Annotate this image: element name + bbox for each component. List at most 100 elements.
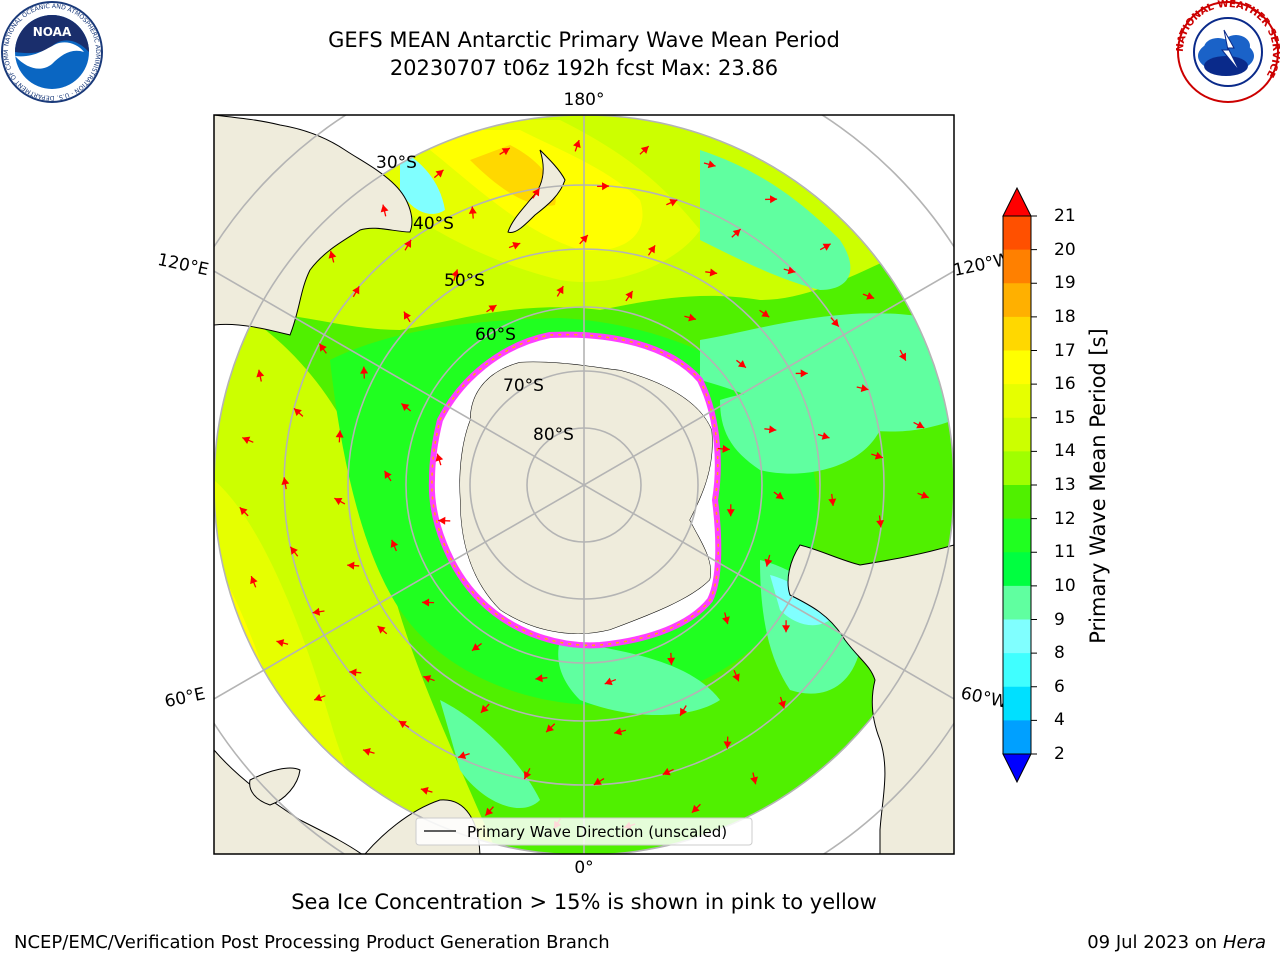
colorbar-segment [1003,249,1031,284]
colorbar-segment [1003,384,1031,419]
wave-arrow-head [435,169,444,178]
wave-arrow-head [501,148,510,156]
wave-arrow-head [524,770,532,780]
wave-arrow-head [604,677,613,686]
lon-label-0: 0° [574,858,593,878]
wave-arrow-head [328,250,337,259]
colorbar-tick-label: 17 [1054,340,1076,361]
lat-label-60s: 60°S [475,325,516,345]
lat-label-40s: 40°S [413,214,454,234]
wave-arrow-head [614,727,623,736]
sea-ice-caption: Sea Ice Concentration > 15% is shown in … [0,890,1280,914]
colorbar-segment [1003,686,1031,721]
wave-arrow-head [782,625,791,633]
wave-arrow-head [319,343,327,352]
antarctica-land [459,361,714,635]
colorbar-tick-label: 10 [1054,575,1076,596]
map-subtitle: 20230707 t06z 192h fcst Max: 23.86 [389,56,779,80]
wave-arrow-head [239,507,248,516]
wave-arrow-head [601,182,610,191]
footer-date-text: 09 Jul 2023 on [1087,932,1223,953]
map-legend: Primary Wave Direction (unscaled) [415,817,753,846]
wave-arrow-head [312,607,321,616]
wave-arrow-head [688,313,697,322]
new-zealand-land [507,149,566,234]
wave-arrow-head [732,673,740,682]
colorbar-segment [1003,451,1031,486]
wave-arrow-head [580,235,588,243]
colorbar-segment [1003,485,1031,520]
map-frame [213,114,955,855]
colorbar-tick-label: 20 [1054,239,1076,260]
wave-arrow-head [451,269,460,278]
colorbar-tick-label: 12 [1054,508,1076,529]
footer-credit: NCEP/EMC/Verification Post Processing Pr… [14,932,610,953]
noaa-logo-text: NOAA [33,25,72,39]
wave-arrow-head [398,720,407,729]
wave-arrow-head [775,491,784,500]
colorbar-segment [1003,720,1031,755]
wave-arrow-head [866,292,875,300]
wave-arrow-head [821,432,830,440]
nws-logo: NATIONAL WEATHER SERVICE [1176,0,1280,103]
madagascar-land [249,767,301,806]
wave-arrow-head [293,408,302,417]
wave-arrow-head [761,309,770,318]
wave-arrow-head [822,243,831,251]
wave-arrow-head [377,626,386,634]
wave-arrow-head [722,444,730,453]
wave-arrow-head [535,674,543,683]
footer-host: Hera [1222,932,1266,953]
colorbar-tick-label: 4 [1054,710,1065,731]
colorbar-segment [1003,417,1031,452]
wave-arrow-head [480,704,489,713]
wave-arrow-head [390,539,399,548]
colorbar-segment [1003,216,1031,251]
lon-label-60w: 60°W [959,683,1009,712]
colorbar-tick-label: 21 [1054,206,1076,226]
wave-arrow-head [920,491,929,499]
wave-arrow-head [422,598,430,607]
lon-label-60e: 60°E [163,684,207,712]
wave-arrow-head [335,430,344,438]
wave-arrow-head [647,245,656,254]
sea-ice-shelf [431,334,719,646]
graticule [214,115,954,854]
colorbar [1002,186,1037,784]
lat-label-30s: 30°S [376,153,417,173]
wave-arrow-head [458,751,467,759]
colorbar-segment [1003,350,1031,385]
colorbar-tick-label: 16 [1054,374,1076,395]
wave-arrow-head [800,369,808,378]
wave-arrow-head [360,366,369,374]
wave-arrow-head [874,451,883,460]
wave-arrow-head [691,804,700,813]
wave-arrow-head [764,558,773,567]
wave-arrow-head [242,436,251,445]
wave-arrow-head [722,616,730,625]
colorbar-segment [1003,585,1031,620]
wave-arrow-head [384,470,392,479]
wave-arrow-head [750,776,758,785]
colorbar-segment [1003,552,1031,587]
wave-arrow-head [250,576,258,585]
colorbar-tick-label: 15 [1054,407,1076,428]
wave-arrow-head [860,384,869,392]
wave-arrow-head [680,707,688,716]
wave-arrow-head [768,425,777,434]
colorbar-tick-label: 9 [1054,609,1065,630]
wave-arrow-head [485,807,494,816]
wave-arrow-head [898,352,907,361]
colorbar-label-text: Primary Wave Mean Period [s] [1086,328,1110,644]
wave-arrow-head [488,305,497,313]
wave-arrow-head [401,403,410,411]
wave-arrow-head [435,453,444,462]
wave-arrow-head [532,188,540,197]
colorbar-over-arrow [1002,186,1032,217]
legend-label: Primary Wave Direction (unscaled) [467,823,727,841]
footer-date: 09 Jul 2023 on Hera [1087,932,1266,953]
colorbar-tick-label: 19 [1054,273,1076,294]
wave-arrow-head [593,777,602,785]
wave-arrow-head [438,516,446,525]
